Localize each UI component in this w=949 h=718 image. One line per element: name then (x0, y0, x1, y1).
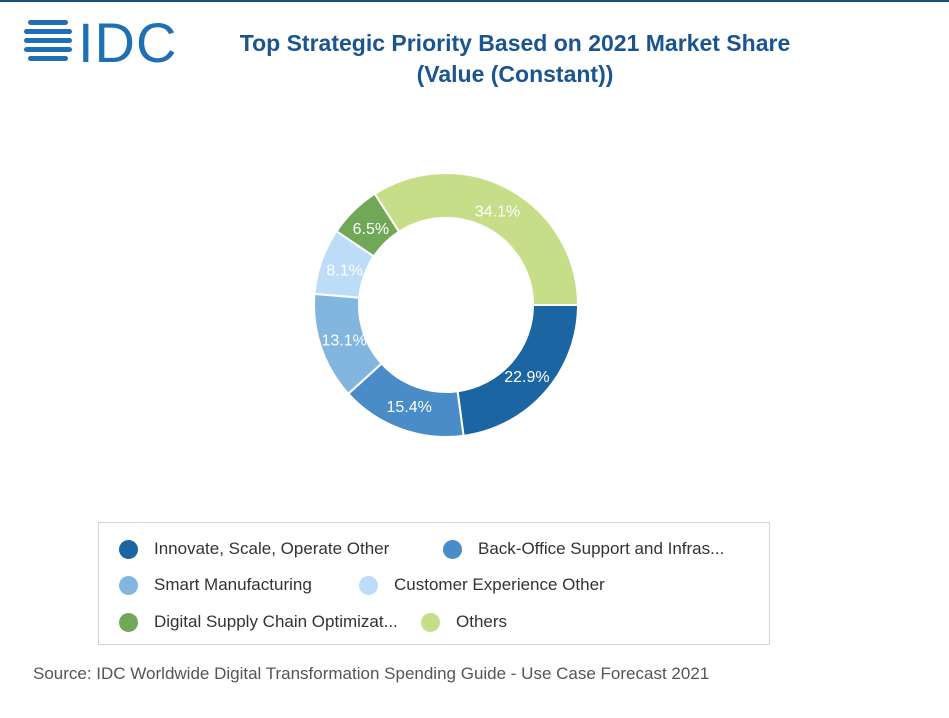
chart-title-line1: Top Strategic Priority Based on 2021 Mar… (239, 30, 791, 56)
legend-item-5[interactable]: Digital Supply Chain Optimizat... (119, 610, 398, 634)
legend-marker-icon (421, 612, 440, 632)
donut-label-3: 13.1% (321, 332, 366, 349)
legend-item-6[interactable]: Others (421, 610, 507, 634)
donut-label-4: 8.1% (326, 262, 362, 279)
donut-label-1: 22.9% (504, 369, 549, 386)
source-note: Source: IDC Worldwide Digital Transforma… (33, 664, 710, 683)
donut-label-5: 6.5% (353, 221, 389, 238)
donut-label-6: 34.1% (475, 204, 520, 221)
logo-text: IDC (78, 14, 177, 70)
legend-item-3[interactable]: Smart Manufacturing (119, 573, 312, 597)
legend-item-2[interactable]: Back-Office Support and Infras... (443, 537, 724, 561)
chart-title: Top Strategic Priority Based on 2021 Mar… (205, 28, 825, 90)
legend-item-4[interactable]: Customer Experience Other (359, 573, 605, 597)
legend-label: Customer Experience Other (394, 575, 605, 594)
idc-logo: IDC (24, 14, 177, 70)
logo-globe-icon (24, 20, 72, 61)
legend-marker-icon (443, 539, 462, 559)
chart-legend: Innovate, Scale, Operate Other Back-Offic… (98, 522, 770, 645)
legend-marker-icon (119, 612, 138, 632)
legend-label: Smart Manufacturing (154, 575, 312, 594)
legend-label: Others (456, 612, 508, 631)
legend-marker-icon (359, 575, 378, 595)
donut-data-labels: 22.9% 15.4% 13.1% 8.1% 6.5% 34.1% (321, 204, 549, 416)
donut-label-2: 15.4% (386, 399, 431, 416)
legend-marker-icon (119, 575, 138, 595)
legend-label: Back-Office Support and Infras... (478, 539, 725, 558)
chart-title-line2: (Value (Constant)) (416, 61, 614, 87)
donut-slices (313, 172, 580, 438)
legend-label: Digital Supply Chain Optimizat... (154, 612, 398, 631)
legend-marker-icon (119, 539, 138, 559)
legend-item-1[interactable]: Innovate, Scale, Operate Other (119, 537, 389, 561)
top-border (0, 0, 949, 2)
donut-slice-6[interactable] (373, 172, 580, 306)
legend-label: Innovate, Scale, Operate Other (154, 539, 390, 558)
